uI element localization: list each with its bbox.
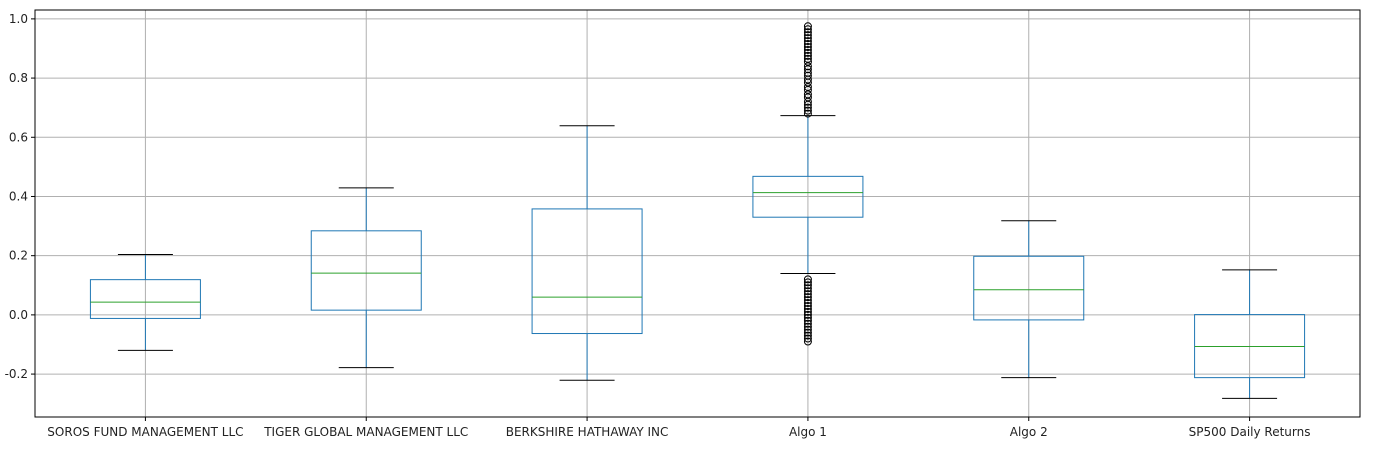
grid-layer [35,10,1360,417]
outlier-point [803,337,812,346]
outlier-point [803,310,812,319]
outlier-point [803,334,812,343]
outlier-point [803,100,812,109]
outlier-point [803,302,812,310]
box-group [531,125,643,381]
outlier-point [803,51,812,60]
outlier-point [803,319,812,328]
outlier-point [803,278,812,287]
box-group [89,253,201,351]
outlier-point [803,316,812,325]
x-tick-label: TIGER GLOBAL MANAGEMENT LLC [263,425,468,439]
x-tick-label: SP500 Daily Returns [1189,425,1311,439]
iqr-box [531,208,643,335]
outlier-point [803,284,812,293]
iqr-box [310,230,422,311]
y-tick-label: 0.6 [9,130,28,144]
outlier-point [803,37,812,46]
outlier-point [803,25,812,34]
box-group [752,22,864,346]
x-tick-label: Algo 1 [789,425,827,439]
y-tick-label: -0.2 [5,367,28,381]
box-group [973,220,1085,379]
x-tick-label: Algo 2 [1010,425,1048,439]
axis-layer [31,9,1361,421]
outlier-point [803,325,812,334]
box-group [310,187,422,369]
y-tick-label: 0.4 [9,189,28,203]
outlier-point [803,31,812,40]
outlier-point [803,48,812,57]
box-layer [89,22,1306,399]
iqr-box [752,175,864,218]
outlier-point [803,106,812,115]
label-layer: -0.2 0.0 0.2 0.4 0.6 0.8 1.0 SOROS FUND MANAGEM… [5,12,1311,439]
outlier-point [803,304,812,313]
outlier-point [803,307,812,316]
iqr-box [973,255,1085,321]
outlier-point [803,43,812,51]
outlier-point [803,328,812,337]
outlier-point [803,275,812,284]
x-tick-label: SOROS FUND MANAGEMENT LLC [47,425,243,439]
outlier-point [803,45,812,54]
y-tick-label: 0.8 [9,71,28,85]
outlier-point [803,103,812,112]
outlier-point [803,97,812,106]
outlier-point [803,322,812,331]
x-tick-label: BERKSHIRE HATHAWAY INC [506,425,669,439]
outlier-point [803,313,812,322]
outlier-point [803,331,812,340]
outlier-point [803,22,812,31]
outlier-point [803,34,812,43]
outlier-point [803,299,812,308]
outlier-point [803,109,812,118]
outlier-point [803,290,812,299]
y-tick-label: 0.2 [9,249,28,263]
outlier-point [803,287,812,296]
y-tick-label: 1.0 [9,12,28,26]
outlier-point [803,28,812,37]
outlier-point [803,40,812,49]
box-group [1194,269,1306,399]
outlier-point [803,296,812,305]
y-tick-label: 0.0 [9,308,28,322]
plot-frame [34,9,1361,418]
outlier-point [803,293,812,302]
outlier-point [803,281,812,290]
iqr-box [89,279,201,319]
